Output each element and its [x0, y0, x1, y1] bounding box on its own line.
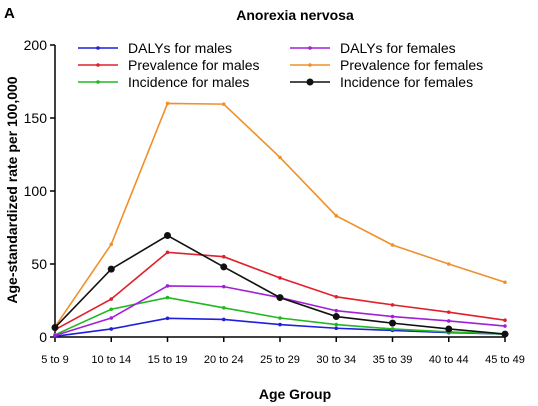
x-axis-label: Age Group [259, 386, 331, 402]
data-point [390, 314, 395, 319]
data-point [165, 316, 170, 321]
y-tick-label: 200 [24, 37, 48, 53]
x-tick-label: 5 to 9 [41, 354, 69, 366]
x-tick-label: 40 to 44 [429, 354, 469, 366]
x-tick-label: 20 to 24 [204, 354, 244, 366]
x-tick-label: 35 to 39 [373, 354, 413, 366]
series-2 [53, 295, 507, 337]
data-point [221, 317, 226, 322]
data-point [445, 325, 453, 333]
data-point [389, 319, 396, 327]
data-point [221, 102, 226, 106]
data-point [390, 303, 395, 307]
data-point [446, 310, 451, 314]
data-point [278, 322, 282, 327]
data-point [503, 324, 507, 328]
y-tick-label: 150 [24, 110, 48, 126]
legend-item: DALYs for males [78, 40, 232, 56]
legend-label: DALYs for females [340, 40, 456, 56]
series-4 [53, 101, 507, 329]
y-tick-label: 50 [31, 256, 47, 272]
legend-label: DALYs for males [128, 40, 232, 56]
x-tick-label: 25 to 29 [260, 354, 300, 366]
legend-item: DALYs for females [290, 40, 456, 56]
legend-label: Incidence for males [128, 74, 249, 90]
data-point [276, 294, 284, 302]
legend-label: Incidence for females [340, 74, 473, 90]
data-point [334, 322, 339, 327]
data-point [51, 324, 59, 332]
legend-swatch-marker [308, 63, 312, 67]
y-tick-label: 0 [39, 329, 47, 345]
data-point [278, 276, 282, 280]
data-point [334, 295, 339, 299]
data-point [109, 297, 114, 301]
data-point [164, 232, 171, 240]
data-point [109, 327, 114, 331]
data-point [390, 243, 395, 247]
series-line [54, 296, 506, 336]
data-point [278, 316, 282, 320]
data-point [332, 313, 340, 321]
chart-title: Anorexia nervosa [236, 7, 354, 23]
data-point [334, 326, 339, 331]
data-point [109, 242, 114, 247]
legend-item: Incidence for males [78, 74, 249, 90]
data-point [501, 330, 509, 338]
legend-swatch-marker [96, 80, 100, 84]
x-tick-label: 15 to 19 [148, 354, 188, 366]
data-point [53, 333, 57, 338]
legend-item: Prevalence for males [78, 57, 260, 73]
legend-swatch-marker [96, 63, 100, 67]
data-point [390, 327, 395, 331]
legend-swatch-marker [96, 46, 100, 50]
x-tick-label: 30 to 34 [316, 354, 356, 366]
data-point [446, 319, 451, 323]
data-point [221, 254, 226, 259]
data-point [165, 284, 170, 288]
data-point [165, 250, 170, 255]
series-5 [51, 232, 509, 338]
data-point [165, 101, 170, 106]
data-point [334, 214, 339, 218]
data-point [278, 155, 282, 160]
data-point [503, 318, 507, 323]
series-line [54, 102, 506, 328]
legend-label: Prevalence for males [128, 57, 260, 73]
x-tick-label: 45 to 49 [485, 354, 525, 366]
legend-swatch-marker [308, 46, 312, 50]
panel-label: A [4, 5, 15, 22]
data-point [221, 306, 226, 310]
legend-label: Prevalence for females [340, 57, 483, 73]
data-point [165, 295, 170, 300]
data-point [221, 284, 226, 289]
data-point [503, 280, 507, 285]
legend-swatch-marker [306, 78, 314, 86]
data-point [446, 262, 451, 266]
data-point [334, 308, 339, 313]
data-point [107, 265, 115, 273]
legend-item: Prevalence for females [290, 57, 483, 73]
y-axis-label: Age-standardized rate per 100,000 [4, 76, 20, 303]
axes: 0 50 100 150 200 5 to 9 10 to 14 15 to 19 20 to … [24, 37, 525, 366]
x-tick-label: 10 to 14 [91, 354, 131, 366]
legend-item: Incidence for females [290, 74, 473, 90]
data-point [220, 263, 228, 271]
data-point [109, 316, 114, 320]
data-point [109, 307, 114, 312]
series-layer [51, 101, 509, 339]
y-tick-label: 100 [24, 183, 48, 199]
